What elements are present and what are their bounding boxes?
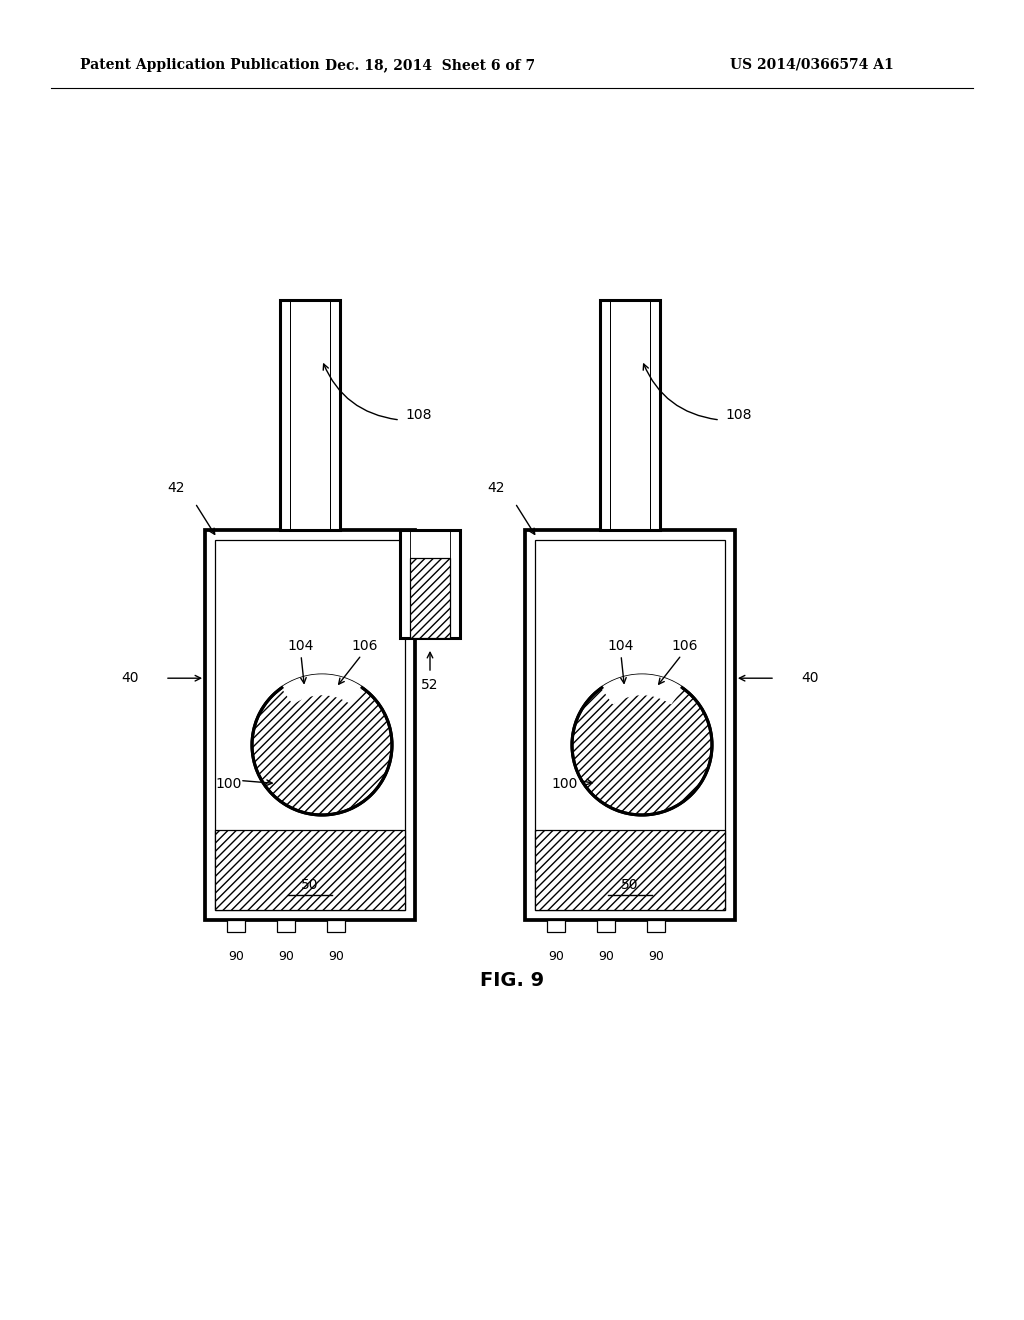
Text: 40: 40 — [121, 671, 138, 685]
Text: US 2014/0366574 A1: US 2014/0366574 A1 — [730, 58, 894, 73]
FancyBboxPatch shape — [535, 830, 725, 909]
Text: 40: 40 — [801, 671, 819, 685]
Text: Patent Application Publication: Patent Application Publication — [80, 58, 319, 73]
Polygon shape — [597, 920, 615, 932]
Polygon shape — [280, 300, 340, 531]
Text: 50: 50 — [622, 878, 639, 892]
Polygon shape — [602, 675, 682, 704]
Text: 108: 108 — [406, 408, 431, 422]
Polygon shape — [327, 920, 345, 932]
Polygon shape — [525, 531, 735, 920]
Text: 90: 90 — [548, 950, 564, 964]
FancyBboxPatch shape — [215, 830, 406, 909]
Text: 106: 106 — [351, 639, 378, 653]
Polygon shape — [227, 920, 245, 932]
Text: 90: 90 — [648, 950, 664, 964]
Text: 90: 90 — [328, 950, 344, 964]
Text: 106: 106 — [672, 639, 698, 653]
Text: Dec. 18, 2014  Sheet 6 of 7: Dec. 18, 2014 Sheet 6 of 7 — [325, 58, 536, 73]
FancyBboxPatch shape — [410, 558, 450, 638]
Polygon shape — [547, 920, 565, 932]
Text: 104: 104 — [608, 639, 634, 653]
Polygon shape — [205, 531, 415, 920]
Polygon shape — [600, 300, 660, 531]
Text: 90: 90 — [598, 950, 614, 964]
Text: 104: 104 — [288, 639, 314, 653]
Text: 108: 108 — [725, 408, 752, 422]
Polygon shape — [282, 675, 362, 704]
Text: 52: 52 — [421, 678, 438, 692]
Text: FIG. 9: FIG. 9 — [480, 970, 544, 990]
Polygon shape — [400, 531, 460, 638]
Polygon shape — [278, 920, 295, 932]
Text: 100: 100 — [551, 776, 578, 791]
Text: 50: 50 — [301, 878, 318, 892]
Polygon shape — [647, 920, 665, 932]
Text: 100: 100 — [215, 776, 242, 791]
Circle shape — [252, 675, 392, 814]
Text: 42: 42 — [487, 480, 505, 495]
Text: 42: 42 — [168, 480, 185, 495]
Text: 90: 90 — [279, 950, 294, 964]
Circle shape — [572, 675, 712, 814]
Text: 90: 90 — [228, 950, 244, 964]
